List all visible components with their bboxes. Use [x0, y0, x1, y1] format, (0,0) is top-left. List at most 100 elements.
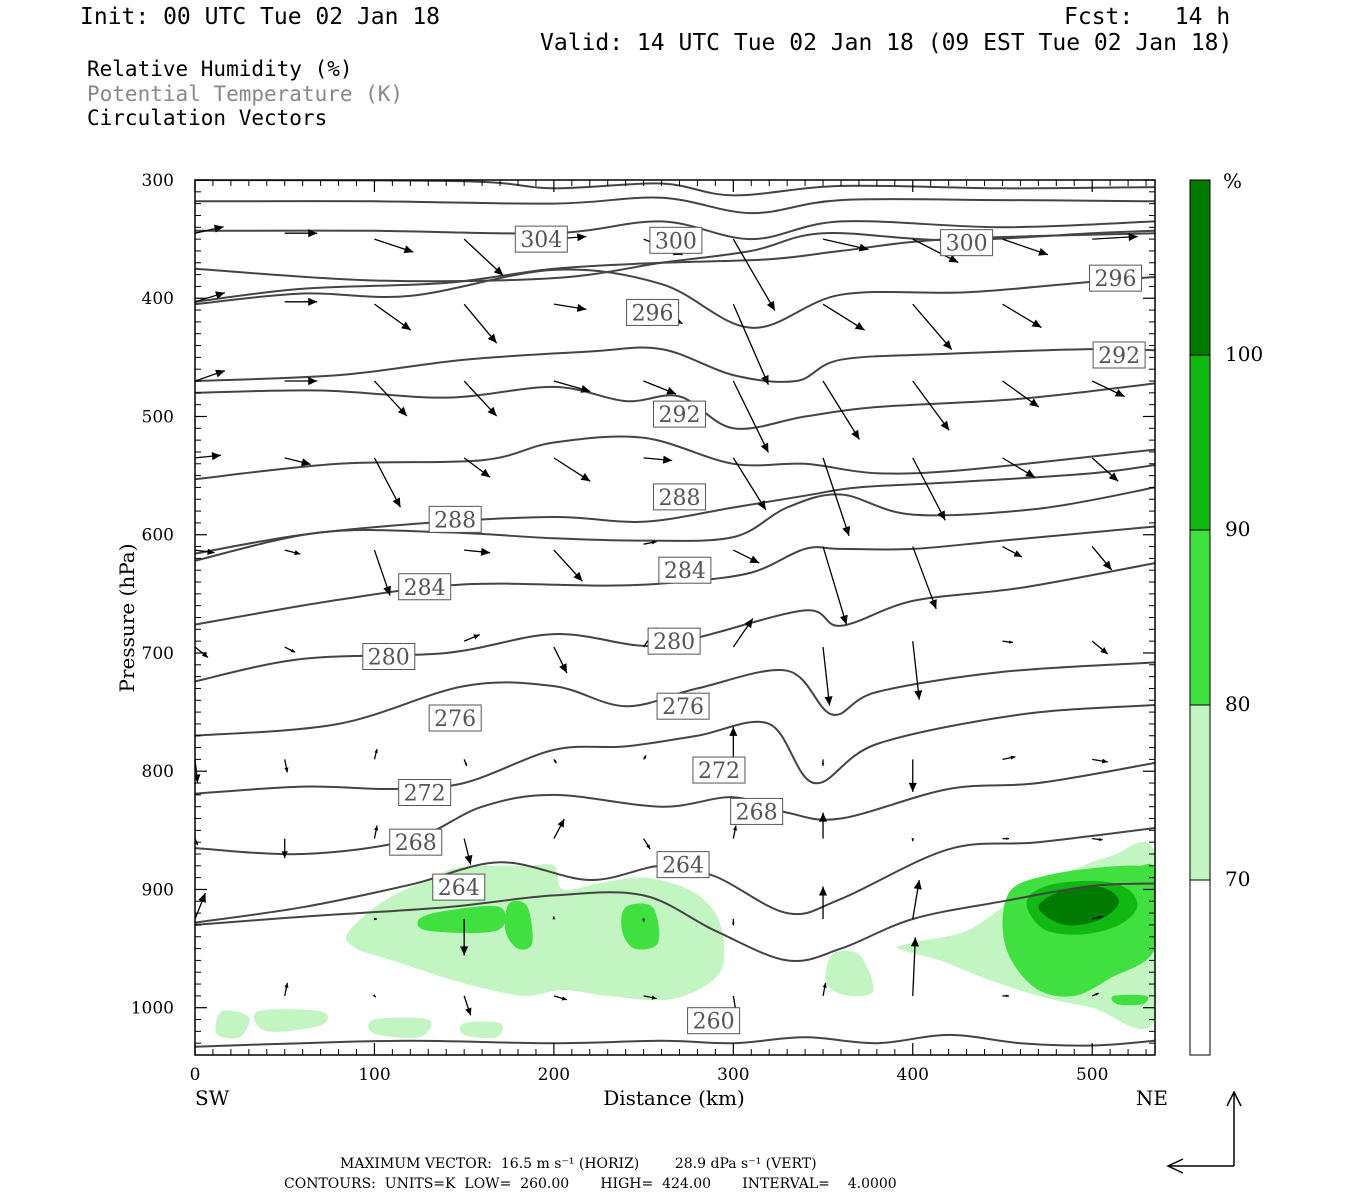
vector-head [1100, 647, 1108, 655]
circulation-vector [195, 892, 207, 920]
circulation-vector [822, 546, 848, 625]
x-tick-label: 100 [358, 1065, 390, 1085]
theta-contour-label: 296 [626, 298, 680, 326]
circulation-vector [822, 457, 851, 537]
vector-head [1038, 247, 1048, 256]
circulation-vector [732, 618, 754, 648]
rh-region-70 [253, 1009, 328, 1032]
rh-region-70 [825, 950, 874, 997]
vector-head [573, 571, 583, 582]
circulation-vector [373, 457, 402, 508]
circulation-vector [1002, 380, 1040, 408]
colorbar-level-label: 90 [1225, 517, 1250, 541]
vector-head [1031, 319, 1042, 328]
vector-shaft [732, 303, 770, 386]
vector-head [651, 995, 657, 1000]
theta-contour-label: 268 [730, 797, 784, 825]
vector-head [731, 922, 735, 926]
vector-head [858, 243, 869, 252]
x-tick-label: 300 [717, 1065, 749, 1085]
colorbar: 70 80 90 100 [1189, 179, 1263, 1056]
circulation-vector [284, 549, 301, 556]
theta-contour-line [195, 464, 1155, 555]
circulation-vector [553, 759, 558, 764]
theta-label-text: 272 [404, 782, 446, 807]
vector-head [818, 812, 828, 822]
x-end-left-label: SW [195, 1086, 230, 1110]
circulation-vector [373, 748, 378, 760]
vector-head [666, 386, 677, 395]
y-tick-label: 900 [142, 880, 174, 900]
x-tick-label: 200 [538, 1065, 570, 1085]
circulation-vector [463, 759, 468, 767]
vector-head [910, 937, 920, 947]
circulation-vector [553, 818, 565, 839]
theta-contour-label: 272 [692, 756, 746, 784]
circulation-vector [1002, 640, 1013, 644]
theta-contour-label: 276 [656, 692, 710, 720]
theta-label-text: 292 [1098, 344, 1140, 369]
circulation-vector [1091, 640, 1109, 655]
vector-head [211, 452, 221, 461]
valid-time: Valid: 14 UTC Tue 02 Jan 18 (09 EST Tue … [540, 30, 1233, 56]
circulation-vector [732, 303, 770, 386]
vector-head [662, 455, 673, 464]
theta-contour-line [195, 525, 1155, 626]
theta-label-text: 304 [520, 228, 562, 253]
circulation-vector [195, 646, 209, 658]
theta-label-box [1092, 341, 1146, 369]
theta-contour-line [195, 761, 1155, 856]
y-tick-label: 700 [142, 644, 174, 664]
vector-shaft [732, 457, 767, 511]
circulation-vector [912, 641, 923, 700]
theta-label-box [389, 828, 443, 856]
rh-region-100 [1038, 886, 1120, 926]
circulation-vector [729, 726, 738, 760]
theta-contour-line [195, 661, 1155, 737]
vector-head [821, 762, 825, 766]
theta-label-text: 288 [434, 508, 476, 533]
vector-head [460, 946, 469, 956]
vector-head [914, 690, 923, 700]
rh-region-80 [621, 903, 660, 950]
theta-contour-label: 284 [658, 556, 712, 584]
circulation-vector [821, 759, 825, 766]
circulation-vector [822, 982, 827, 997]
vector-shaft [912, 457, 946, 521]
vector-head [580, 385, 591, 393]
theta-contour-label: 276 [428, 704, 482, 732]
theta-label-text: 272 [698, 759, 740, 784]
contour-info: CONTOURS: UNITS=K LOW= 260.00 HIGH= 424.… [284, 1176, 897, 1192]
x-tick-label: 500 [1076, 1065, 1108, 1085]
vector-head [577, 233, 587, 242]
circulation-vector [373, 549, 391, 596]
theta-label-text: 284 [664, 559, 706, 584]
vector-head [937, 510, 946, 521]
circulation-vector [553, 646, 568, 674]
circulation-vector [818, 886, 828, 920]
theta-contour-line [195, 704, 1155, 795]
circulation-vector [643, 540, 657, 545]
vector-head [392, 497, 401, 508]
vector-shaft [732, 238, 776, 311]
circulation-vector [552, 916, 556, 920]
theta-contour-label: 264 [656, 851, 710, 879]
circulation-vector [1002, 457, 1036, 478]
vector-head [464, 854, 473, 865]
legend-theta: Potential Temperature (K) [87, 82, 404, 106]
circulation-vector [1091, 546, 1113, 571]
y-tick-label: 300 [142, 171, 174, 191]
theta-label-text: 296 [1095, 267, 1137, 292]
vector-head [213, 224, 224, 233]
y-tick-label: 1000 [131, 999, 174, 1019]
circulation-vector [284, 982, 289, 997]
vector-shaft [912, 546, 937, 610]
vector-head [372, 994, 376, 998]
vector-head [760, 442, 769, 453]
vector-head [1010, 755, 1016, 760]
vector-head [1029, 398, 1039, 408]
circulation-vector [284, 646, 296, 653]
circulation-vector [1092, 758, 1108, 764]
theta-label-box [692, 756, 746, 784]
